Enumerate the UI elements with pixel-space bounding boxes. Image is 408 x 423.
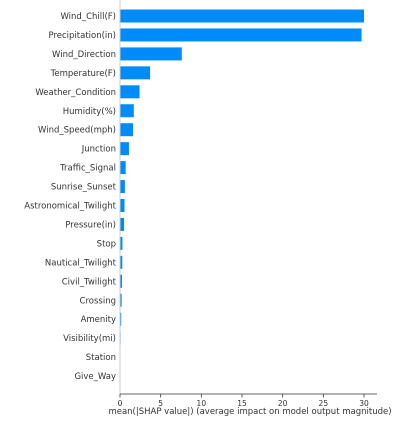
y-tick-label: Visibility(mi) (63, 334, 116, 344)
y-tick-label: Crossing (80, 296, 116, 306)
y-tick-label: Temperature(F) (50, 69, 116, 79)
bar-crossing (120, 293, 122, 307)
x-tick-label: 25 (319, 399, 329, 408)
bar-pressure-in (120, 217, 125, 231)
bar-nautical-twilight (120, 255, 123, 269)
bar-precipitation-in (120, 28, 362, 42)
y-tick-label: Precipitation(in) (48, 31, 116, 41)
x-ticks: 0 5 10 15 20 25 30 (118, 394, 369, 408)
bar-weather-condition (120, 85, 140, 99)
x-tick-label: 15 (237, 399, 247, 408)
y-tick-labels: Wind_Chill(F) Precipitation(in) Wind_Direc… (24, 12, 116, 382)
bar-amenity (120, 312, 122, 326)
bar-wind-speed-mph (120, 123, 134, 137)
bar-wind-direction (120, 47, 182, 61)
bar-civil-twilight (120, 274, 123, 288)
y-tick-label: Stop (97, 239, 116, 249)
y-tick-label: Civil_Twilight (62, 277, 117, 287)
bar-sunrise-sunset (120, 180, 125, 194)
x-axis-label: mean(|SHAP value|) (average impact on mo… (108, 407, 391, 417)
bar-stop (120, 236, 123, 250)
y-tick-label: Traffic_Signal (59, 164, 116, 174)
y-tick-label: Sunrise_Sunset (51, 183, 117, 193)
bar-wind-chill-f (120, 9, 364, 23)
bars-group (120, 9, 364, 383)
bar-junction (120, 142, 129, 156)
bar-astronomical-twilight (120, 199, 125, 212)
y-tick-label: Wind_Speed(mph) (38, 126, 116, 136)
y-tick-label: Wind_Direction (52, 50, 116, 60)
bar-traffic-signal (120, 161, 126, 175)
x-tick-label: 10 (197, 399, 207, 408)
y-tick-label: Give_Way (74, 372, 116, 382)
y-tick-label: Astronomical_Twilight (24, 202, 116, 212)
y-tick-label: Humidity(%) (63, 107, 116, 117)
bar-temperature-f (120, 66, 151, 80)
bar-humidity (120, 104, 134, 118)
y-tick-label: Pressure(in) (65, 220, 116, 230)
x-tick-label: 5 (158, 399, 163, 408)
x-tick-label: 0 (118, 399, 123, 408)
y-tick-label: Nautical_Twilight (45, 258, 117, 268)
y-tick-label: Junction (81, 145, 116, 155)
x-tick-label: 20 (278, 399, 288, 408)
x-tick-label: 30 (359, 399, 369, 408)
y-tick-label: Station (86, 353, 116, 363)
y-tick-label: Amenity (81, 315, 116, 325)
y-tick-label: Wind_Chill(F) (60, 12, 116, 22)
y-tick-label: Weather_Condition (35, 88, 116, 98)
